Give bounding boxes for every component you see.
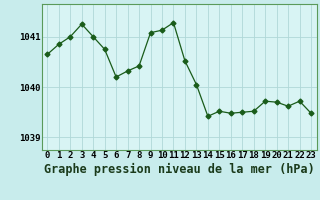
X-axis label: Graphe pression niveau de la mer (hPa): Graphe pression niveau de la mer (hPa) — [44, 163, 315, 176]
